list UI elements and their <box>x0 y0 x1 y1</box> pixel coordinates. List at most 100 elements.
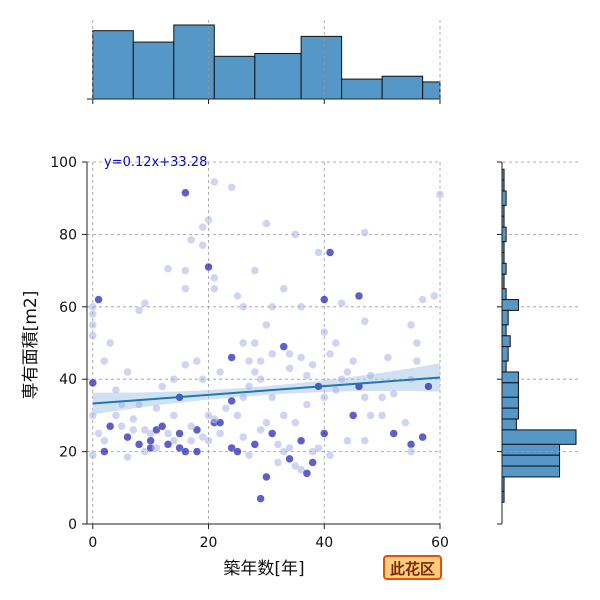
y-tick-label: 0 <box>68 517 77 533</box>
scatter-point <box>406 440 416 449</box>
y-tick-label: 100 <box>50 155 77 171</box>
scatter-point <box>129 425 138 435</box>
scatter-point <box>204 411 213 420</box>
top-histogram-bar <box>254 52 302 100</box>
scatter-point <box>157 422 167 431</box>
scatter-point <box>360 317 370 326</box>
y-tick-label: 20 <box>59 445 77 461</box>
scatter-point <box>117 422 126 431</box>
scatter-point <box>123 432 132 442</box>
scatter-point <box>111 385 121 395</box>
scatter-point <box>181 360 190 369</box>
scatter-point <box>181 284 190 293</box>
scatter-point <box>233 291 242 301</box>
scatter-point <box>134 440 144 449</box>
right-histogram <box>501 168 577 503</box>
right-histogram-bar <box>501 407 519 420</box>
main-axes: 0 20 40 60 0 20 40 60 80 100 <box>50 155 449 551</box>
top-histogram-bar <box>381 75 424 100</box>
right-histogram-bar <box>501 418 517 431</box>
scatter-point <box>146 436 155 445</box>
scatter-point <box>418 295 427 304</box>
top-histogram-bar <box>132 41 175 100</box>
scatter-point <box>192 356 202 366</box>
scatter-point <box>325 248 335 257</box>
scatter-point <box>169 374 179 384</box>
scatter-point <box>267 349 277 359</box>
scatter-point <box>215 367 225 377</box>
scatter-point <box>418 432 427 442</box>
scatter-point <box>267 302 277 312</box>
scatter-point <box>389 429 398 438</box>
right-histogram-axis <box>497 161 580 525</box>
scatter-point <box>238 302 248 312</box>
right-histogram-bar <box>501 371 519 384</box>
scatter-point <box>123 367 132 377</box>
right-histogram-bar <box>501 299 519 311</box>
x-tick-label: 60 <box>431 535 449 551</box>
scatter-point <box>157 382 167 391</box>
x-tick-label: 0 <box>88 535 97 551</box>
scatter-point <box>204 262 213 272</box>
scatter-points <box>88 177 445 503</box>
scatter-point <box>320 295 329 304</box>
scatter-point <box>267 429 277 438</box>
scatter-point <box>302 469 312 478</box>
scatter-point <box>406 447 416 456</box>
right-histogram-bar <box>501 309 509 326</box>
scatter-point <box>343 436 352 445</box>
right-histogram-bar <box>501 396 519 409</box>
scatter-point <box>256 356 265 366</box>
scatter-point <box>308 360 317 369</box>
scatter-point <box>250 338 260 348</box>
scatter-point <box>215 429 225 438</box>
y-tick-label: 60 <box>59 300 77 316</box>
scatter-point <box>244 356 254 366</box>
scatter-point <box>285 454 294 464</box>
x-tick-label: 40 <box>315 535 333 551</box>
scatter-point <box>401 418 410 427</box>
scatter-point <box>94 429 103 438</box>
scatter-point <box>123 452 132 462</box>
scatter-point <box>429 291 439 301</box>
scatter-point <box>262 219 271 228</box>
scatter-point <box>285 443 294 453</box>
scatter-point <box>383 353 393 362</box>
scatter-point <box>88 302 98 312</box>
scatter-point <box>296 436 306 445</box>
scatter-point <box>360 436 370 445</box>
scatter-point <box>129 414 138 424</box>
scatter-point <box>285 349 294 359</box>
scatter-point <box>140 425 150 435</box>
scatter-point <box>412 356 422 366</box>
scatter-point <box>366 371 375 380</box>
scatter-point <box>181 188 190 198</box>
scatter-point <box>88 450 98 460</box>
scatter-point <box>296 302 306 312</box>
scatter-point <box>94 295 103 304</box>
scatter-point <box>198 222 207 232</box>
scatter-point <box>227 183 236 192</box>
scatter-point <box>100 447 109 456</box>
scatter-point <box>186 235 196 245</box>
scatter-point <box>360 393 370 402</box>
scatter-point <box>152 443 161 453</box>
right-histogram-bar <box>501 288 507 301</box>
scatter-point <box>250 266 260 275</box>
scatter-point <box>88 309 98 319</box>
scatter-point <box>238 338 248 348</box>
scatter-point <box>210 273 219 283</box>
right-histogram-bar <box>501 443 561 456</box>
scatter-point <box>152 403 161 413</box>
scatter-point <box>163 264 173 274</box>
x-axis-label: 築年数[年] <box>223 559 304 579</box>
x-tick-label: 20 <box>200 535 218 551</box>
right-histogram-bar <box>501 262 507 275</box>
scatter-point <box>181 266 190 275</box>
scatter-point <box>140 298 150 308</box>
scatter-point <box>105 338 115 348</box>
scatter-point <box>279 411 289 420</box>
top-histogram-bar <box>92 30 134 100</box>
scatter-point <box>331 385 341 395</box>
scatter-point <box>291 230 300 239</box>
